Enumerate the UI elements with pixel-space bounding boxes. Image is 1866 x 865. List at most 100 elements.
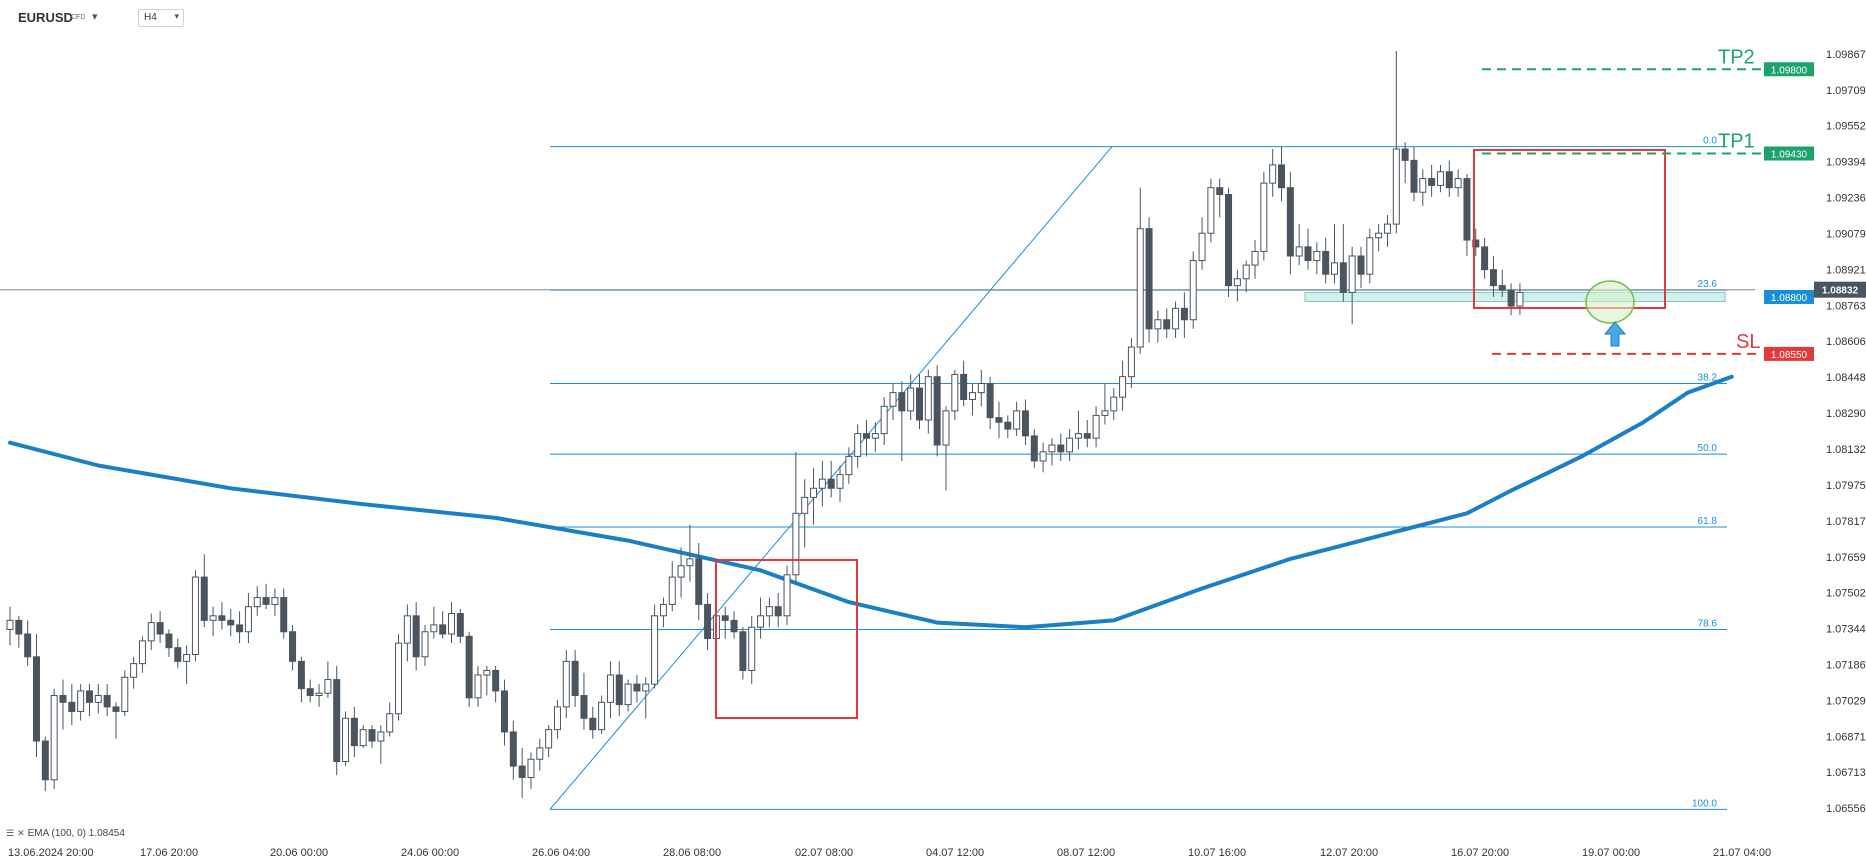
candle[interactable] (1428, 164, 1436, 197)
symbol-dropdown-icon[interactable]: ▾ (92, 11, 98, 23)
candle[interactable] (668, 561, 676, 612)
candle[interactable] (138, 636, 146, 673)
candle[interactable] (845, 447, 853, 484)
candle[interactable] (350, 706, 358, 757)
candle[interactable] (1375, 224, 1383, 252)
candle[interactable] (792, 451, 800, 582)
candle[interactable] (1066, 429, 1074, 461)
indicator-settings-icon[interactable]: ☰ (6, 828, 15, 838)
candle[interactable] (32, 634, 40, 757)
candle[interactable] (227, 608, 235, 637)
candle[interactable] (518, 747, 526, 798)
candle[interactable] (1331, 224, 1338, 284)
candle[interactable] (289, 624, 297, 671)
candle[interactable] (1242, 260, 1250, 293)
candle[interactable] (642, 677, 650, 719)
candle[interactable] (421, 624, 429, 666)
candle[interactable] (854, 424, 862, 468)
candle[interactable] (1233, 269, 1241, 302)
candle[interactable] (253, 586, 261, 616)
candle[interactable] (1198, 217, 1206, 270)
candle[interactable] (315, 684, 323, 707)
candle[interactable] (765, 597, 773, 628)
candle[interactable] (1401, 142, 1409, 184)
remove-indicator-icon[interactable]: ✕ (17, 828, 25, 838)
candle[interactable] (386, 702, 394, 737)
candle[interactable] (995, 401, 1003, 439)
candle[interactable] (801, 479, 809, 548)
candle[interactable] (368, 725, 376, 748)
candle[interactable] (306, 679, 314, 703)
consolidation-box[interactable] (715, 559, 858, 719)
candle[interactable] (1410, 146, 1418, 202)
candle[interactable] (933, 365, 941, 457)
candle[interactable] (94, 684, 102, 714)
candle[interactable] (1048, 438, 1056, 466)
candle[interactable] (1348, 246, 1356, 325)
candle[interactable] (1313, 242, 1321, 275)
candle[interactable] (1207, 178, 1215, 243)
candle[interactable] (280, 588, 288, 639)
candle[interactable] (174, 638, 182, 669)
candle[interactable] (863, 419, 871, 457)
candle[interactable] (721, 606, 729, 639)
candle[interactable] (1489, 255, 1497, 297)
candle[interactable] (1383, 215, 1391, 247)
candle[interactable] (500, 679, 508, 746)
candle[interactable] (783, 565, 791, 625)
candle[interactable] (1269, 148, 1277, 197)
candle[interactable] (1030, 429, 1038, 468)
candle[interactable] (774, 593, 782, 628)
candle[interactable] (871, 422, 879, 452)
candle[interactable] (1101, 383, 1109, 425)
candle[interactable] (1013, 401, 1021, 436)
candle[interactable] (1119, 360, 1127, 411)
candle[interactable] (474, 665, 482, 707)
candle[interactable] (1136, 187, 1144, 354)
candle[interactable] (1419, 169, 1427, 206)
candle[interactable] (50, 688, 58, 789)
candle[interactable] (342, 711, 350, 767)
candle[interactable] (1436, 164, 1444, 193)
candle[interactable] (1304, 228, 1312, 270)
candle[interactable] (200, 554, 208, 628)
level-sl[interactable]: SL 1.08550 (1492, 331, 1814, 361)
candle[interactable] (1074, 410, 1082, 450)
candle[interactable] (545, 725, 553, 757)
candle[interactable] (333, 665, 341, 776)
candle[interactable] (156, 611, 164, 644)
candle[interactable] (377, 725, 385, 764)
candle[interactable] (968, 383, 976, 416)
candle[interactable] (924, 369, 932, 434)
candle[interactable] (121, 670, 129, 716)
candle[interactable] (1163, 308, 1171, 338)
candle[interactable] (191, 570, 199, 662)
candle[interactable] (1092, 406, 1100, 448)
entry-zone[interactable] (1304, 291, 1726, 303)
candle[interactable] (271, 588, 279, 616)
candle[interactable] (297, 656, 305, 703)
candle[interactable] (1154, 310, 1162, 343)
candle[interactable] (85, 684, 93, 716)
candle[interactable] (492, 665, 500, 703)
candle[interactable] (183, 645, 191, 685)
candle[interactable] (589, 706, 597, 739)
candle[interactable] (359, 725, 367, 748)
candle[interactable] (1225, 187, 1233, 297)
candle[interactable] (483, 665, 491, 696)
candle[interactable] (907, 374, 915, 420)
candle[interactable] (951, 369, 959, 420)
candle[interactable] (209, 606, 217, 637)
candle[interactable] (1322, 237, 1330, 284)
candle[interactable] (395, 634, 403, 721)
candle[interactable] (165, 629, 173, 657)
candle[interactable] (677, 547, 685, 598)
candle[interactable] (704, 593, 712, 650)
candle[interactable] (1216, 178, 1224, 218)
candle[interactable] (606, 661, 614, 719)
candle[interactable] (262, 583, 270, 609)
candle[interactable] (836, 465, 844, 502)
candle[interactable] (1039, 442, 1047, 473)
candle[interactable] (77, 684, 85, 721)
candle[interactable] (59, 679, 67, 730)
